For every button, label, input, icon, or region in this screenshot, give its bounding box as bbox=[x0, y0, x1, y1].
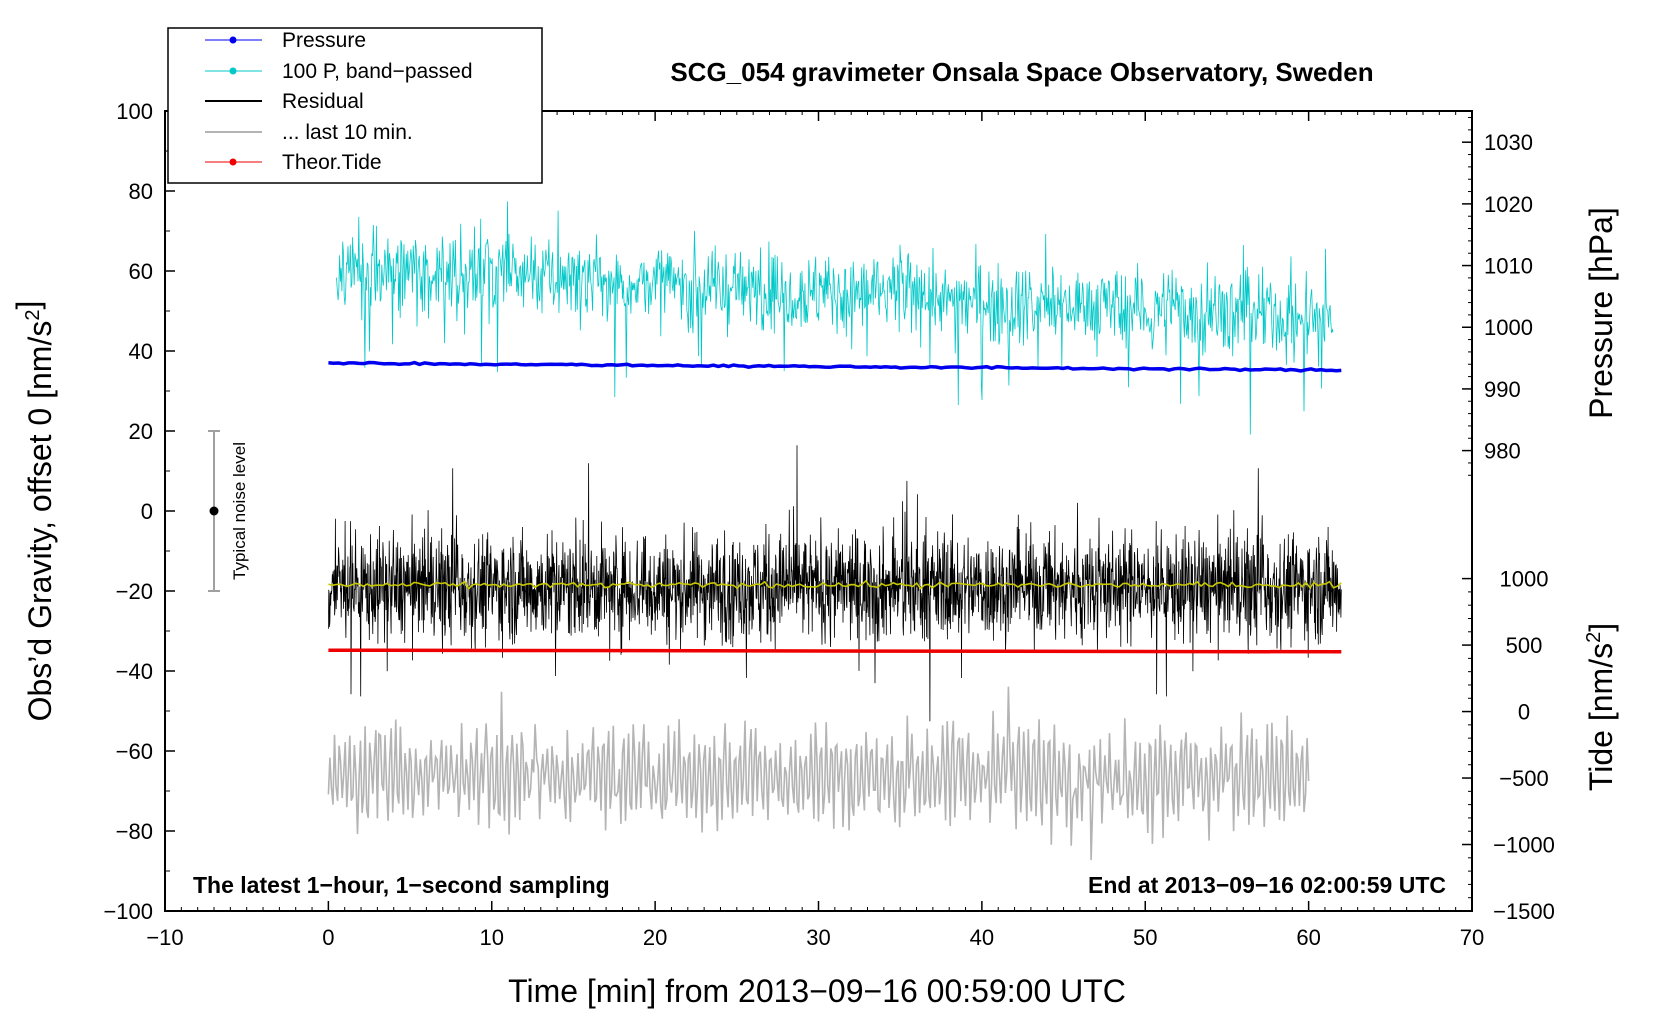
y-tick-label: 80 bbox=[129, 179, 153, 204]
series-line-residual bbox=[328, 445, 1342, 722]
y-tick-label: −40 bbox=[116, 659, 153, 684]
y-axis-title-tide: Tide [nm/s2] bbox=[1583, 623, 1619, 791]
series-line-last10 bbox=[327, 686, 1310, 861]
tide-tick-label: −1500 bbox=[1493, 899, 1555, 924]
legend-marker-bandpassed bbox=[229, 67, 237, 75]
x-axis-ticks: −10 0 10 20 30 40 50 60 70 bbox=[146, 111, 1484, 950]
y-tick-label: −60 bbox=[116, 739, 153, 764]
noise-bar-center-dot bbox=[209, 506, 219, 516]
tide-tick-label: −500 bbox=[1499, 766, 1549, 791]
legend-marker-pressure bbox=[229, 36, 237, 44]
x-tick-label: 0 bbox=[322, 925, 334, 950]
y-axis-ticks: −100 −80 −60 −40 −20 0 20 40 60 80 100 bbox=[103, 99, 175, 924]
y-tick-label: 40 bbox=[129, 339, 153, 364]
series-layer bbox=[327, 201, 1342, 861]
pressure-tick-label: 990 bbox=[1484, 377, 1521, 402]
legend-label-bandpassed: 100 P, band−passed bbox=[282, 60, 473, 83]
pressure-tick-label: 1000 bbox=[1484, 315, 1533, 340]
tide-tick-label: 0 bbox=[1518, 700, 1530, 725]
x-tick-label: 70 bbox=[1460, 925, 1484, 950]
legend-entry-pressure: Pressure bbox=[205, 29, 366, 52]
x-tick-label: 20 bbox=[643, 925, 667, 950]
x-axis-title: Time [min] from 2013−09−16 00:59:00 UTC bbox=[508, 973, 1126, 1009]
y-tick-label: −80 bbox=[116, 819, 153, 844]
series-line-tide bbox=[328, 648, 1342, 654]
x-tick-label: 10 bbox=[480, 925, 504, 950]
tide-tick-label: 1000 bbox=[1500, 567, 1549, 592]
noise-level-bar: Typical noise level bbox=[208, 430, 249, 592]
y-tick-label: −20 bbox=[116, 579, 153, 604]
legend-entry-bandpassed: 100 P, band−passed bbox=[205, 60, 473, 83]
tide-tick-label: 500 bbox=[1506, 633, 1543, 658]
pressure-tick-label: 980 bbox=[1484, 439, 1521, 464]
legend-box bbox=[167, 27, 543, 184]
x-tick-label: 60 bbox=[1296, 925, 1320, 950]
y-tick-label: 20 bbox=[129, 419, 153, 444]
y-tick-label: −100 bbox=[103, 899, 153, 924]
pressure-tick-label: 1030 bbox=[1484, 130, 1533, 155]
y-axis-title-pressure: Pressure [hPa] bbox=[1583, 207, 1619, 419]
y-tick-label: 100 bbox=[116, 99, 153, 124]
series-line-pressure bbox=[328, 360, 1342, 373]
legend-label-last10: ... last 10 min. bbox=[282, 121, 413, 144]
legend-label-residual: Residual bbox=[282, 90, 364, 113]
x-tick-label: 30 bbox=[806, 925, 830, 950]
y-tick-label: 0 bbox=[141, 499, 153, 524]
x-tick-label: 50 bbox=[1133, 925, 1157, 950]
x-tick-label: −10 bbox=[146, 925, 183, 950]
legend-label-pressure: Pressure bbox=[282, 29, 366, 52]
legend-entry-residual: Residual bbox=[205, 90, 364, 113]
tide-axis-ticks: −1500 −1000 −500 0 500 1000 bbox=[1462, 567, 1555, 924]
pressure-axis-ticks: 980 990 1000 1010 1020 1030 bbox=[1462, 117, 1533, 476]
series-line-bandpassed bbox=[336, 201, 1334, 435]
legend-entry-tide: Theor.Tide bbox=[205, 151, 382, 174]
tide-tick-label: −1000 bbox=[1493, 833, 1555, 858]
legend-label-tide: Theor.Tide bbox=[282, 151, 382, 174]
annotation-left: The latest 1−hour, 1−second sampling bbox=[193, 872, 610, 898]
annotation-right: End at 2013−09−16 02:00:59 UTC bbox=[1088, 872, 1446, 898]
chart-title: SCG_054 gravimeter Onsala Space Observat… bbox=[670, 57, 1373, 87]
x-tick-label: 40 bbox=[970, 925, 994, 950]
y-tick-label: 60 bbox=[129, 259, 153, 284]
series-line-running-mean bbox=[328, 579, 1342, 591]
pressure-tick-label: 1020 bbox=[1484, 192, 1533, 217]
legend-marker-tide bbox=[229, 158, 237, 166]
pressure-tick-label: 1010 bbox=[1484, 254, 1533, 279]
legend: Pressure 100 P, band−passed Residual ...… bbox=[167, 27, 543, 184]
legend-entry-last10: ... last 10 min. bbox=[205, 121, 413, 144]
y-axis-title-left: Obs’d Gravity, offset 0 [nm/s2] bbox=[10, 301, 58, 722]
noise-bar-label: Typical noise level bbox=[230, 442, 249, 580]
